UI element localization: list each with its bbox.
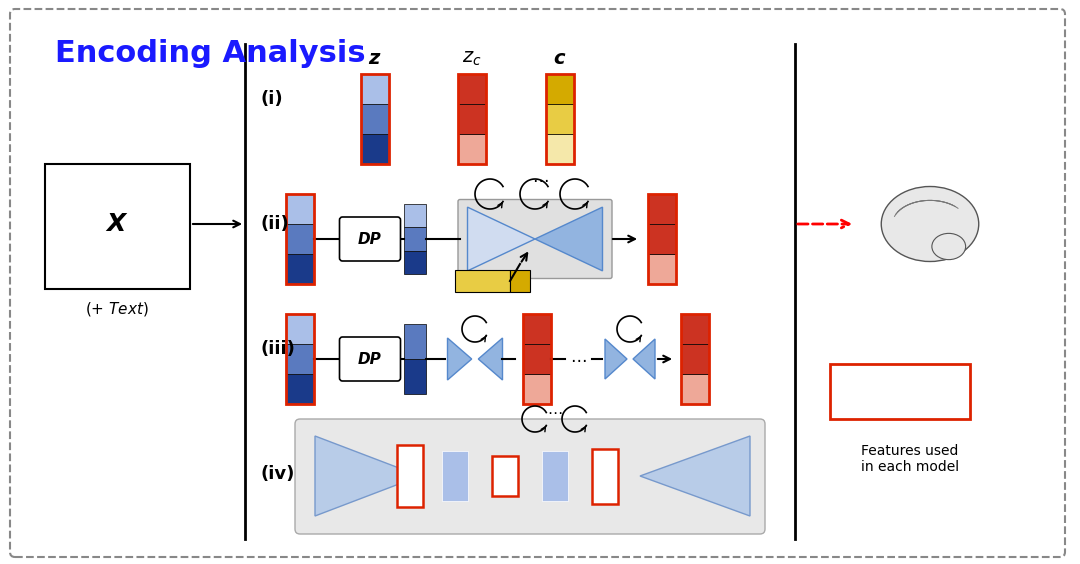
Bar <box>523 374 551 404</box>
FancyBboxPatch shape <box>510 270 530 292</box>
FancyBboxPatch shape <box>339 217 401 261</box>
FancyBboxPatch shape <box>45 164 190 289</box>
Text: $\boldsymbol{c}$: $\boldsymbol{c}$ <box>553 49 567 68</box>
Polygon shape <box>315 436 420 516</box>
Polygon shape <box>535 207 603 271</box>
Text: (+ $\it{Text}$): (+ $\it{Text}$) <box>85 300 149 318</box>
Text: (iii): (iii) <box>260 340 295 358</box>
FancyBboxPatch shape <box>592 448 618 504</box>
Text: $\boldsymbol{z}$: $\boldsymbol{z}$ <box>368 49 382 68</box>
Polygon shape <box>640 436 750 516</box>
Bar <box>361 74 389 104</box>
Bar <box>523 344 551 374</box>
Bar <box>286 374 314 404</box>
Bar <box>681 314 708 404</box>
Text: $\cdots$: $\cdots$ <box>569 350 586 368</box>
Text: Features used
in each model: Features used in each model <box>861 444 959 474</box>
Bar <box>286 254 314 284</box>
Polygon shape <box>478 338 502 380</box>
Bar <box>648 194 676 224</box>
Bar <box>286 344 314 374</box>
Bar <box>546 134 573 164</box>
Bar <box>458 104 486 134</box>
Text: (i): (i) <box>260 90 283 108</box>
Bar <box>286 314 314 344</box>
Bar <box>286 314 314 404</box>
Bar <box>681 344 708 374</box>
FancyBboxPatch shape <box>397 445 423 507</box>
FancyBboxPatch shape <box>542 451 568 501</box>
Text: $\cdots$: $\cdots$ <box>548 404 563 420</box>
Bar <box>286 194 314 224</box>
Text: DP: DP <box>359 231 382 246</box>
Bar <box>546 74 573 164</box>
Bar <box>523 314 551 344</box>
FancyBboxPatch shape <box>442 451 468 501</box>
Bar <box>681 374 708 404</box>
Bar <box>458 134 486 164</box>
Bar <box>361 74 389 164</box>
FancyBboxPatch shape <box>339 337 401 381</box>
Polygon shape <box>633 339 654 379</box>
Bar <box>648 254 676 284</box>
Bar <box>648 194 676 284</box>
Text: (ii): (ii) <box>260 215 288 233</box>
FancyBboxPatch shape <box>455 270 510 292</box>
Text: $\boldsymbol{z_c}$: $\boldsymbol{z_c}$ <box>462 49 482 68</box>
Bar <box>546 74 573 104</box>
Bar <box>286 194 314 284</box>
Text: (iv): (iv) <box>260 465 295 483</box>
Bar <box>648 224 676 254</box>
Bar <box>681 314 708 344</box>
Polygon shape <box>605 339 627 379</box>
FancyBboxPatch shape <box>10 9 1065 557</box>
Ellipse shape <box>881 187 978 262</box>
FancyBboxPatch shape <box>492 456 518 496</box>
FancyBboxPatch shape <box>492 456 518 496</box>
Bar <box>404 204 426 227</box>
FancyBboxPatch shape <box>831 364 970 419</box>
Bar <box>361 134 389 164</box>
Polygon shape <box>447 338 472 380</box>
Bar <box>523 314 551 404</box>
FancyBboxPatch shape <box>592 448 618 504</box>
FancyBboxPatch shape <box>397 445 423 507</box>
FancyBboxPatch shape <box>458 200 612 279</box>
Bar <box>458 74 486 104</box>
Bar <box>404 359 426 394</box>
Bar <box>404 227 426 250</box>
Bar <box>546 104 573 134</box>
Ellipse shape <box>932 233 966 259</box>
Bar <box>404 250 426 274</box>
Bar <box>404 324 426 359</box>
FancyBboxPatch shape <box>295 419 765 534</box>
Bar <box>361 104 389 134</box>
Polygon shape <box>468 207 535 271</box>
Text: $\boldsymbol{X}$: $\boldsymbol{X}$ <box>105 212 129 236</box>
Bar <box>286 224 314 254</box>
Bar <box>458 74 486 164</box>
Text: $\cdots$: $\cdots$ <box>531 170 549 188</box>
Text: DP: DP <box>359 351 382 367</box>
Text: Encoding Analysis: Encoding Analysis <box>55 39 366 68</box>
